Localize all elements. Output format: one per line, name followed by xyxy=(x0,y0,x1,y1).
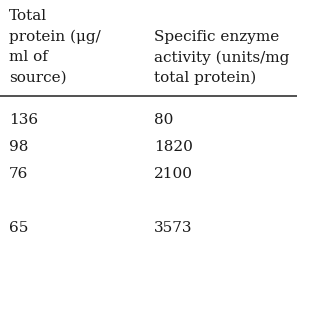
Text: 1820: 1820 xyxy=(154,140,193,154)
Text: source): source) xyxy=(9,71,66,85)
Text: 98: 98 xyxy=(9,140,28,154)
Text: ml of: ml of xyxy=(9,50,48,64)
Text: 65: 65 xyxy=(9,220,28,234)
Text: 80: 80 xyxy=(154,113,174,127)
Text: total protein): total protein) xyxy=(154,71,257,85)
Text: 136: 136 xyxy=(9,113,38,127)
Text: 76: 76 xyxy=(9,167,28,181)
Text: 3573: 3573 xyxy=(154,220,193,234)
Text: Specific enzyme: Specific enzyme xyxy=(154,30,280,44)
Text: activity (units/mg: activity (units/mg xyxy=(154,50,290,65)
Text: Total: Total xyxy=(9,9,47,23)
Text: protein (μg/: protein (μg/ xyxy=(9,30,101,44)
Text: 2100: 2100 xyxy=(154,167,193,181)
